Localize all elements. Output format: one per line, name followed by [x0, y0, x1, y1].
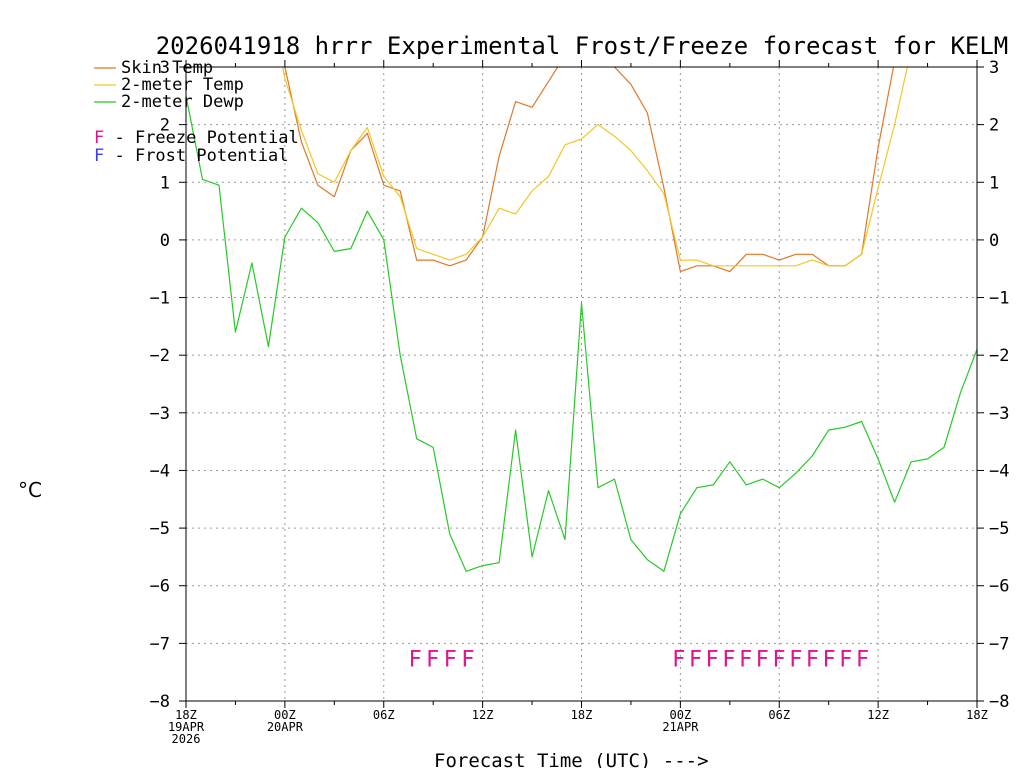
- legend-label: 2-meter Dewp: [121, 92, 244, 112]
- y-tick-label-left: 0: [160, 231, 170, 251]
- x-tick-label: 06Z: [373, 708, 395, 722]
- potential-legend-letter: F: [94, 146, 104, 166]
- legend-label: 2-meter Temp: [121, 75, 244, 95]
- y-tick-label-right: −6: [989, 577, 1009, 597]
- legend-label: Skin Temp: [121, 58, 213, 78]
- potential-legend-text: - Frost Potential: [104, 146, 288, 166]
- chart-title: 2026041918 hrrr Experimental Frost/Freez…: [156, 32, 1009, 60]
- x-tick-label: 06Z: [768, 708, 790, 722]
- y-tick-label-left: −3: [150, 404, 170, 424]
- y-axis-label: °C: [18, 478, 42, 502]
- y-tick-label-left: −7: [150, 634, 170, 654]
- y-tick-label-right: −3: [989, 404, 1009, 424]
- series-layer: [186, 67, 977, 572]
- x-tick-label: 12Z: [472, 708, 494, 722]
- x-tick-label: 12Z: [867, 708, 889, 722]
- y-tick-label-right: 2: [989, 116, 999, 136]
- y-tick-label-left: −2: [150, 346, 170, 366]
- y-tick-label-right: −1: [989, 289, 1009, 309]
- freeze-flag-run: FFFF: [408, 647, 474, 672]
- potential-legend-text: - Freeze Potential: [104, 128, 298, 148]
- y-tick-label-left: −4: [150, 461, 170, 481]
- plot-frame: [185, 66, 978, 702]
- freeze-flags: FFFF FFFFFFFFFFFF: [408, 647, 869, 672]
- y-tick-label-left: 3: [160, 58, 170, 78]
- freeze-flag-run: FFFFFFFFFFFF: [672, 647, 869, 672]
- potential-legend-entry: F - Freeze Potential: [94, 128, 299, 148]
- y-tick-label-right: −8: [989, 692, 1009, 712]
- y-tick-label-right: 0: [989, 231, 999, 251]
- grid-lines: [186, 67, 977, 701]
- y-tick-label-left: −6: [150, 577, 170, 597]
- x-tick-label: 2026: [172, 732, 201, 746]
- x-tick-label: 18Z: [175, 708, 197, 722]
- x-tick-label: 00Z: [670, 708, 692, 722]
- y-tick-label-right: 1: [989, 173, 999, 193]
- x-tick-label: 21APR: [662, 720, 699, 734]
- series-line-2-meter-dewp: [186, 95, 977, 572]
- y-tick-label-left: 1: [160, 173, 170, 193]
- potential-legend-letter: F: [94, 128, 104, 148]
- x-axis-label: Forecast Time (UTC) --->: [434, 750, 709, 768]
- x-tick-label: 00Z: [274, 708, 296, 722]
- y-tick-label-right: −4: [989, 461, 1009, 481]
- y-tick-label-left: 2: [160, 116, 170, 136]
- x-tick-label: 18Z: [966, 708, 988, 722]
- y-tick-label-left: −1: [150, 289, 170, 309]
- series-line-2-meter-temp: [282, 67, 908, 267]
- y-tick-label-right: −2: [989, 346, 1009, 366]
- y-tick-label-left: −5: [150, 519, 170, 539]
- y-tick-label-right: 3: [989, 58, 999, 78]
- y-tick-label-left: −8: [150, 692, 170, 712]
- axis-ticks: 3 3 2 2 1 1 0 0 −1 −1 −2 −2 −3 −3 −4 −4 −5 −5 −6 −6 −7 −7 −8 −8…: [150, 58, 1010, 746]
- y-tick-label-right: −5: [989, 519, 1009, 539]
- y-tick-label-right: −7: [989, 634, 1009, 654]
- x-tick-label: 20APR: [267, 720, 304, 734]
- series-group: [186, 67, 977, 572]
- x-tick-label: 19APR: [168, 720, 205, 734]
- x-tick-label: 18Z: [571, 708, 593, 722]
- potential-legend-entry: F - Frost Potential: [94, 146, 288, 166]
